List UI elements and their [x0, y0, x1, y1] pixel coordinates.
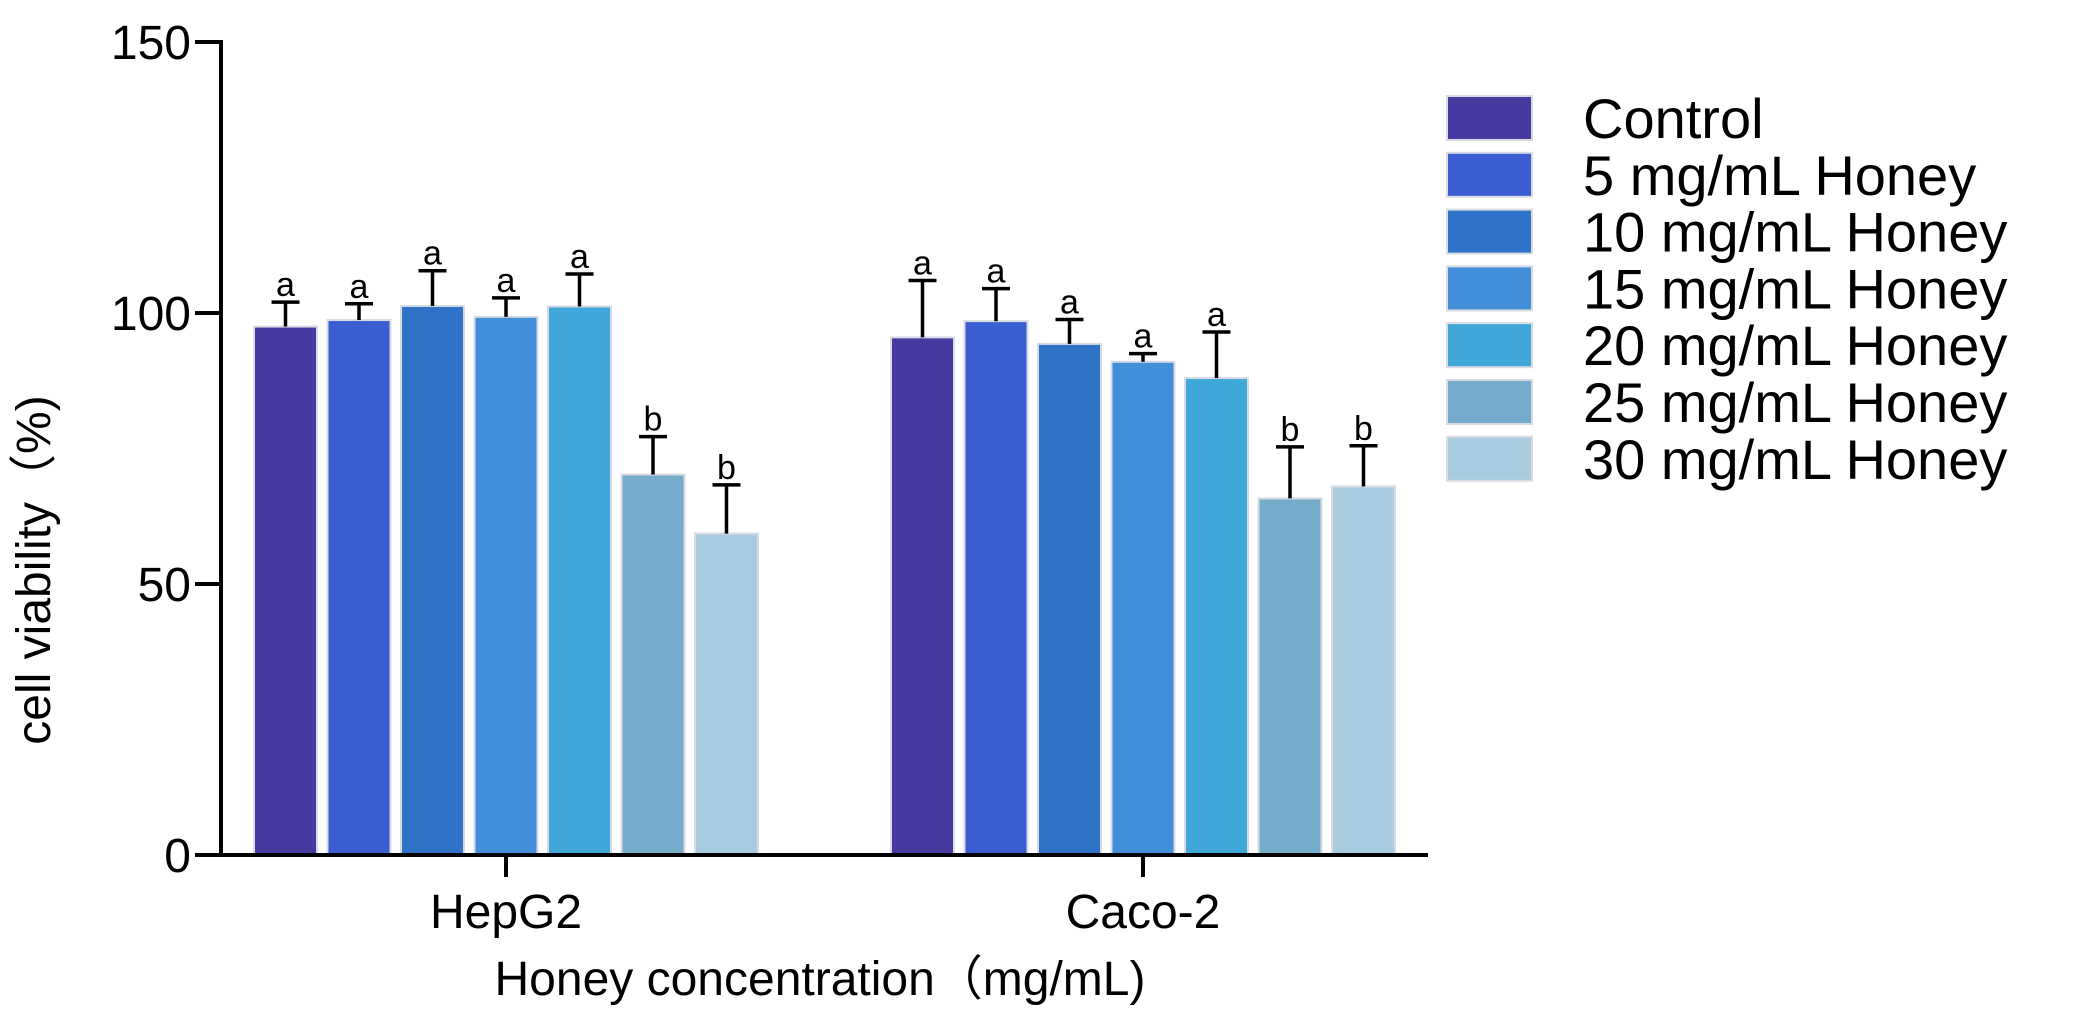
bar-hepg2-series-0 — [253, 325, 318, 856]
bars-layer — [253, 304, 1396, 857]
significance-label: a — [276, 266, 295, 304]
legend-label: 5 mg/mL Honey — [1583, 144, 1976, 207]
bar-caco2-series-2 — [1037, 342, 1102, 856]
y-tick-label: 100 — [111, 288, 191, 341]
significance-label: a — [913, 244, 932, 282]
significance-labels-layer: a a a a a a a a a a b b b b — [276, 235, 1373, 487]
legend-swatch — [1446, 151, 1533, 198]
legend-label: 25 mg/mL Honey — [1583, 371, 2007, 434]
significance-label: b — [1354, 410, 1373, 448]
legend-label: 20 mg/mL Honey — [1583, 314, 2007, 377]
legend-swatch — [1446, 95, 1533, 141]
y-tick-label: 50 — [138, 559, 191, 612]
significance-label: a — [1060, 284, 1079, 322]
bar-hepg2-series-4 — [547, 305, 612, 857]
legend-label: Control — [1583, 87, 1764, 150]
significance-label: a — [350, 268, 369, 306]
x-axis-title: Honey concentration（mg/mL) — [495, 953, 1146, 1006]
significance-label: a — [570, 238, 589, 276]
bar-caco2-series-0 — [890, 336, 955, 856]
bar-hepg2-series-3 — [473, 315, 539, 856]
legend-label: 30 mg/mL Honey — [1583, 428, 2007, 491]
bar-hepg2-series-6 — [694, 532, 759, 856]
bar-caco2-series-4 — [1184, 377, 1249, 856]
legend-swatch — [1446, 322, 1533, 369]
significance-label: b — [717, 449, 736, 487]
significance-label: a — [1134, 318, 1153, 356]
significance-label: a — [497, 262, 516, 300]
y-axis-title: cell viability（%) — [8, 395, 61, 744]
bar-caco2-series-3 — [1110, 360, 1176, 856]
significance-label: a — [423, 235, 442, 273]
significance-label: a — [987, 253, 1006, 291]
error-bars-layer — [271, 268, 1378, 534]
legend-swatch — [1446, 208, 1533, 255]
significance-label: b — [1281, 411, 1300, 449]
axes-layer: 0 50 100 150 HepG2 Caco-2 — [111, 17, 1428, 939]
x-category-label: Caco-2 — [1066, 886, 1221, 939]
bar-hepg2-series-2 — [400, 304, 465, 857]
bar-caco2-series-5 — [1257, 497, 1323, 856]
significance-label: b — [644, 401, 663, 439]
legend-swatch — [1446, 379, 1533, 425]
legend-swatch — [1446, 265, 1533, 312]
bar-caco2-series-6 — [1331, 485, 1396, 856]
bar-hepg2-series-1 — [326, 319, 392, 856]
bar-caco2-series-1 — [963, 320, 1029, 856]
x-category-label: HepG2 — [430, 886, 582, 939]
bar-hepg2-series-5 — [620, 473, 686, 856]
legend-swatch — [1446, 435, 1533, 482]
legend-label: 10 mg/mL Honey — [1583, 201, 2007, 264]
y-tick-label: 0 — [164, 830, 191, 883]
legend-label: 15 mg/mL Honey — [1583, 257, 2007, 320]
significance-label: a — [1207, 296, 1226, 334]
y-tick-label: 150 — [111, 17, 191, 70]
